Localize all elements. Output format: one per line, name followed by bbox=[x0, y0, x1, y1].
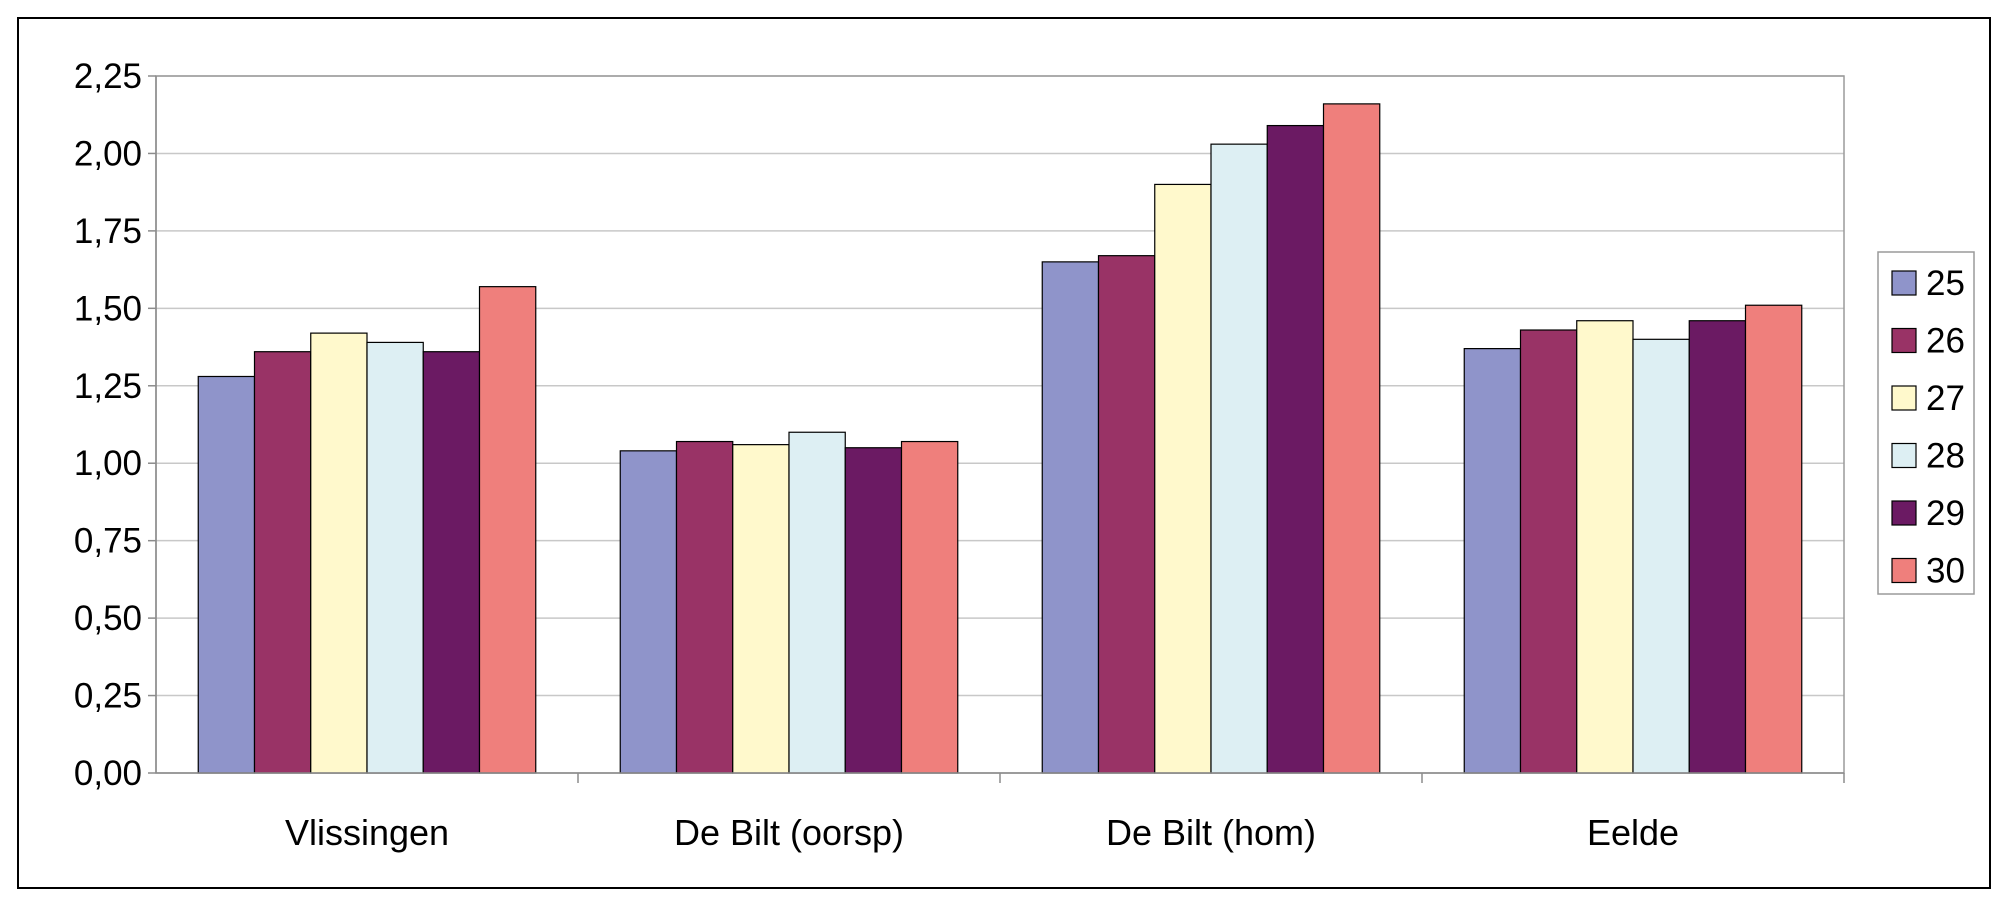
bar-30-2 bbox=[1322, 103, 1381, 774]
bar-27-0 bbox=[310, 332, 368, 774]
bar-25-3 bbox=[1463, 348, 1522, 774]
legend-box bbox=[1877, 251, 1975, 595]
legend-label-29: 29 bbox=[1926, 494, 1965, 533]
y-tick-labels: 0,00 0,25 0,50 0,75 1,00 1,25 1,50 1,75 2,00 2,25 bbox=[74, 57, 142, 793]
bar-30-1 bbox=[900, 440, 959, 774]
y-tick-label: 1,75 bbox=[74, 212, 142, 251]
bar-26-2 bbox=[1097, 255, 1156, 774]
y-tick-label: 1,25 bbox=[74, 367, 142, 406]
y-tick-label: 2,00 bbox=[74, 134, 142, 173]
bar-27-1 bbox=[732, 444, 790, 774]
bar-27-2 bbox=[1154, 183, 1212, 774]
bar-25-2 bbox=[1041, 261, 1100, 774]
y-tick-label: 0,50 bbox=[74, 599, 142, 638]
bar-28-0 bbox=[366, 341, 424, 774]
y-tick-label: 0,00 bbox=[74, 754, 142, 793]
legend-swatch-25 bbox=[1891, 270, 1917, 296]
bar-29-1 bbox=[844, 447, 903, 774]
y-tick-label: 2,25 bbox=[74, 57, 142, 96]
x-tick-label: De Bilt (hom) bbox=[1106, 812, 1316, 853]
y-tick-label: 0,75 bbox=[74, 522, 142, 561]
bars bbox=[197, 103, 1803, 774]
legend-swatch-29 bbox=[1891, 500, 1917, 526]
legend-label-28: 28 bbox=[1926, 437, 1965, 476]
legend-swatch-30 bbox=[1891, 557, 1917, 584]
bar-28-2 bbox=[1210, 143, 1268, 774]
bar-29-2 bbox=[1266, 124, 1325, 774]
bar-29-3 bbox=[1688, 320, 1747, 774]
x-tick-label: Eelde bbox=[1587, 812, 1679, 853]
legend: 25 26 27 28 29 30 bbox=[1877, 251, 1975, 595]
x-tick-label: Vlissingen bbox=[285, 812, 449, 853]
legend-swatch-28 bbox=[1891, 442, 1917, 469]
bar-30-0 bbox=[478, 286, 537, 774]
x-tick-label: De Bilt (oorsp) bbox=[674, 812, 904, 853]
legend-swatch-27 bbox=[1891, 385, 1917, 411]
y-tick-label: 1,00 bbox=[74, 444, 142, 483]
bar-29-0 bbox=[422, 351, 481, 774]
y-tick-label: 0,25 bbox=[74, 677, 142, 716]
bar-30-3 bbox=[1744, 304, 1803, 774]
bar-25-0 bbox=[197, 375, 256, 774]
bar-28-3 bbox=[1632, 338, 1690, 774]
bar-26-3 bbox=[1519, 329, 1578, 774]
x-tick-labels: Vlissingen De Bilt (oorsp) De Bilt (hom) Ee… bbox=[285, 812, 1679, 853]
axes bbox=[148, 75, 1845, 783]
bar-28-1 bbox=[788, 431, 846, 774]
bar-26-1 bbox=[675, 440, 734, 774]
bar-27-3 bbox=[1576, 320, 1634, 774]
legend-label-25: 25 bbox=[1926, 264, 1965, 303]
bar-25-1 bbox=[619, 450, 678, 774]
legend-label-30: 30 bbox=[1926, 552, 1965, 591]
legend-label-26: 26 bbox=[1926, 322, 1965, 361]
bar-26-0 bbox=[253, 351, 312, 774]
legend-swatch-26 bbox=[1891, 327, 1917, 354]
y-tick-label: 1,50 bbox=[74, 289, 142, 328]
legend-label-27: 27 bbox=[1926, 379, 1965, 418]
